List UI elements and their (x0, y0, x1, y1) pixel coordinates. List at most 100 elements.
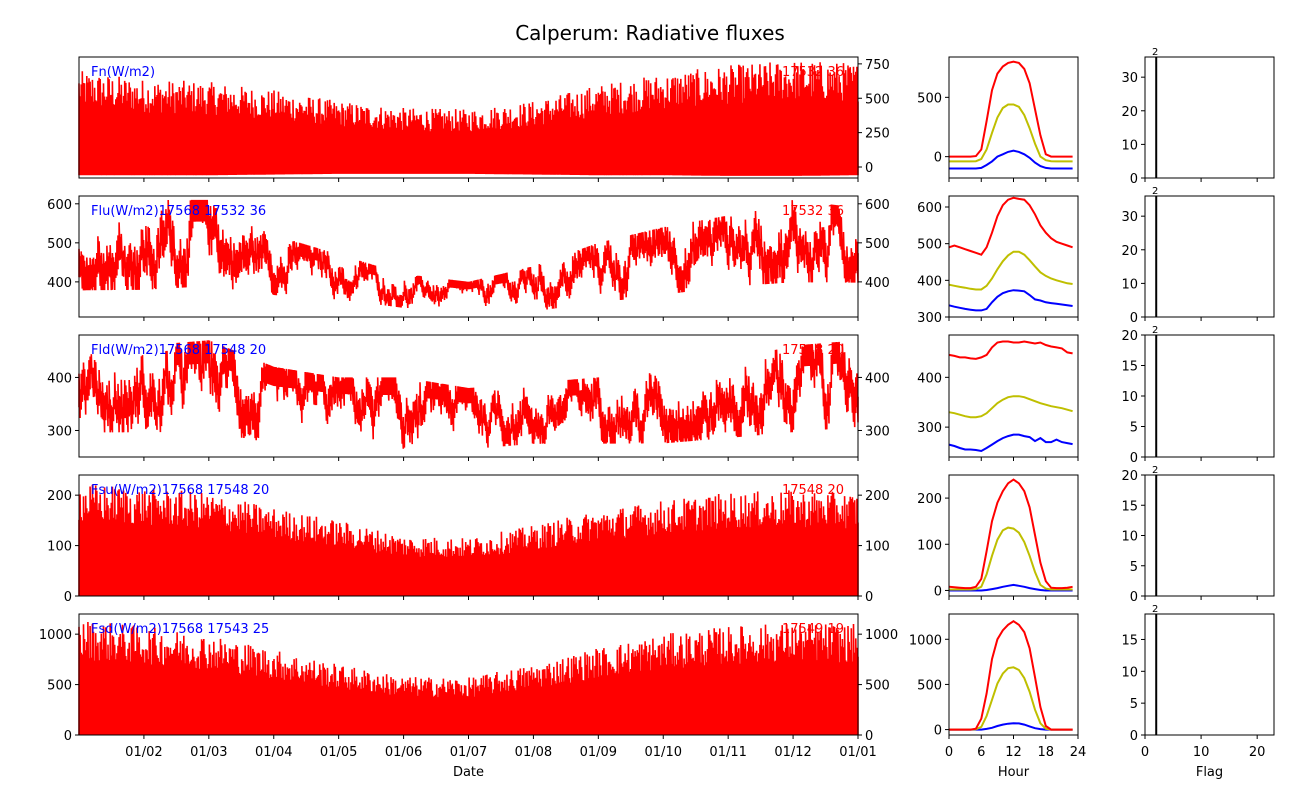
diurnal-max-line-Fsu (948, 478, 1073, 590)
diurnal-xtick-label: 18 (1037, 745, 1054, 760)
panel-variable-label-Flu: Flu(W/m2)17568 17532 36 (91, 204, 266, 219)
flag-Fn-ytick-label: 0 (1130, 172, 1138, 187)
timeseries-xtick-label: 01/03 (190, 745, 227, 760)
diurnal-axes-frame-Fsd (948, 613, 1079, 736)
diurnal-Flu-ytick-label: 400 (917, 274, 942, 289)
flag-Fsd-ytick-label: 5 (1130, 697, 1138, 712)
panel-variable-label-Fn: Fn(W/m2) (91, 65, 155, 80)
diurnal-Flu-ytick-label: 500 (917, 238, 942, 253)
flag-Fsu-ytick-label: 15 (1121, 499, 1138, 514)
diurnal-panel-Flu: 300 400 500 600 (917, 195, 1079, 326)
series-line-Fn (78, 62, 859, 176)
panel-variable-label-Fsd: Fsd(W/m2)17568 17543 25 (91, 622, 269, 637)
timeseries-Fsd-ytick-label: 1000 (39, 628, 72, 643)
timeseries-right-Fsu-ytick-label: 0 (865, 590, 873, 605)
timeseries-Flu-ytick-label: 500 (47, 237, 72, 252)
timeseries-panel-Fn: 0 250 500 750 Fn(W/m2) 17532 36 (78, 56, 890, 182)
timeseries-xtick-label: 01/12 (774, 745, 811, 760)
timeseries-right-Flu-ytick-label: 600 (865, 198, 890, 213)
flag-Fld-ytick-label: 10 (1121, 390, 1138, 405)
timeseries-Fsd-ytick-label: 500 (47, 679, 72, 694)
timeseries-right-Fld-ytick-label: 400 (865, 371, 890, 386)
timeseries-right-Fn-ytick-label: 750 (865, 58, 890, 73)
timeseries-Fsd-ytick-label: 0 (64, 729, 72, 744)
diurnal-panel-Fld: 300 400 (917, 334, 1079, 461)
flag-Fn-ytick-label: 30 (1121, 71, 1138, 86)
diurnal-max-line-Fsd (949, 619, 1073, 731)
timeseries-Flu-ytick-label: 600 (47, 198, 72, 213)
flag-bar-label-Fsu: 2 (1152, 465, 1158, 476)
timeseries-xtick-label: 01/01 (839, 745, 876, 760)
timeseries-xtick-label: 01/08 (515, 745, 552, 760)
panel-stats-label-Fsu: 17548 20 (782, 483, 844, 498)
timeseries-Fld-ytick-label: 400 (47, 371, 72, 386)
diurnal-mean-line-Fsd (949, 666, 1073, 731)
flag-bar-label-Fn: 2 (1152, 47, 1158, 58)
diurnal-max-line-Fld (948, 340, 1073, 360)
timeseries-panel-Fsd: 0 500 1000 0 500 1000 01/02 01/03 01/04 01/05 01/0… (39, 613, 898, 760)
timeseries-xtick-label: 01/07 (450, 745, 487, 760)
diurnal-xtick-label: 24 (1070, 745, 1087, 760)
diurnal-axes-frame-Flu (948, 195, 1079, 318)
timeseries-right-Fsd-ytick-label: 1000 (865, 628, 898, 643)
figure-title: Calperum: Radiative fluxes (515, 21, 785, 45)
diurnal-Fsu-ytick-label: 100 (917, 538, 942, 553)
timeseries-right-Fsu-ytick-label: 100 (865, 540, 890, 555)
timeseries-right-Fn-ytick-label: 0 (865, 161, 873, 176)
diurnal-xtick-label: 12 (1005, 745, 1022, 760)
flag-xtick-label: 0 (1141, 745, 1149, 760)
panel-stats-label-Fld: 17548 20 (782, 343, 844, 358)
timeseries-xtick-label: 01/04 (255, 745, 292, 760)
diurnal-min-line-Flu (948, 289, 1073, 312)
diurnal-xtick-label: 0 (945, 745, 953, 760)
flag-Fld-ytick-label: 15 (1121, 360, 1138, 375)
flag-axes-frame-Fld (1144, 334, 1275, 458)
timeseries-Flu-ytick-label: 400 (47, 276, 72, 291)
flag-Flu-ytick-label: 0 (1130, 311, 1138, 326)
timeseries-Fsu-ytick-label: 200 (47, 489, 72, 504)
timeseries-xtick-label: 01/02 (125, 745, 162, 760)
flag-axes-frame-Fsu (1144, 474, 1275, 597)
diurnal-max-line-Fn (949, 60, 1073, 158)
flag-xtick-label: 20 (1249, 745, 1266, 760)
flag-Fld-ytick-label: 20 (1121, 329, 1138, 344)
timeseries-right-Fn-ytick-label: 250 (865, 127, 890, 142)
panel-variable-label-Fsu: Fsu(W/m2)17568 17548 20 (91, 483, 269, 498)
flag-Fld-ytick-label: 0 (1130, 451, 1138, 466)
flag-Fsd-ytick-label: 0 (1130, 729, 1138, 744)
diurnal-Fld-ytick-label: 400 (917, 371, 942, 386)
flag-Fld-ytick-label: 5 (1130, 421, 1138, 436)
flag-axes-frame-Flu (1144, 195, 1275, 318)
panel-stats-label-Fsd: 17549 19 (782, 622, 844, 637)
diurnal-Fsd-ytick-label: 0 (934, 724, 942, 739)
timeseries-Fld-ytick-label: 300 (47, 424, 72, 439)
timeseries-xtick-label: 01/10 (645, 745, 682, 760)
timeseries-xtick-label: 01/06 (385, 745, 422, 760)
diurnal-xtick-label: 6 (977, 745, 985, 760)
timeseries-panel-Fsu: 0 100 200 0 100 200 Fsu(W/m2)17568 17548 20 175… (47, 474, 890, 605)
flag-Fn-ytick-label: 10 (1121, 138, 1138, 153)
timeseries-panel-Fld: 300 400 300 400 Fld(W/m2)17568 17548 20 17548… (47, 334, 890, 461)
diurnal-Fsu-ytick-label: 0 (934, 584, 942, 599)
diurnal-Fn-ytick-label: 0 (934, 151, 942, 166)
panel-variable-label-Fld: Fld(W/m2)17568 17548 20 (91, 343, 266, 358)
diurnal-Fn-ytick-label: 500 (917, 91, 942, 106)
timeseries-right-Flu-ytick-label: 400 (865, 276, 890, 291)
diurnal-axes-frame-Fsu (948, 474, 1079, 597)
diurnal-Flu-ytick-label: 600 (917, 201, 942, 216)
flag-Fsd-ytick-label: 10 (1121, 665, 1138, 680)
flag-bar-label-Fsd: 2 (1152, 604, 1158, 615)
diurnal-panel-Fn: 0 500 (917, 56, 1079, 182)
timeseries-right-Flu-ytick-label: 500 (865, 237, 890, 252)
timeseries-xlabel: Date (453, 765, 484, 780)
diurnal-Fsu-ytick-label: 200 (917, 492, 942, 507)
diurnal-mean-line-Fn (949, 103, 1073, 163)
flag-Fsu-ytick-label: 20 (1121, 469, 1138, 484)
flag-xtick-label: 10 (1193, 745, 1210, 760)
